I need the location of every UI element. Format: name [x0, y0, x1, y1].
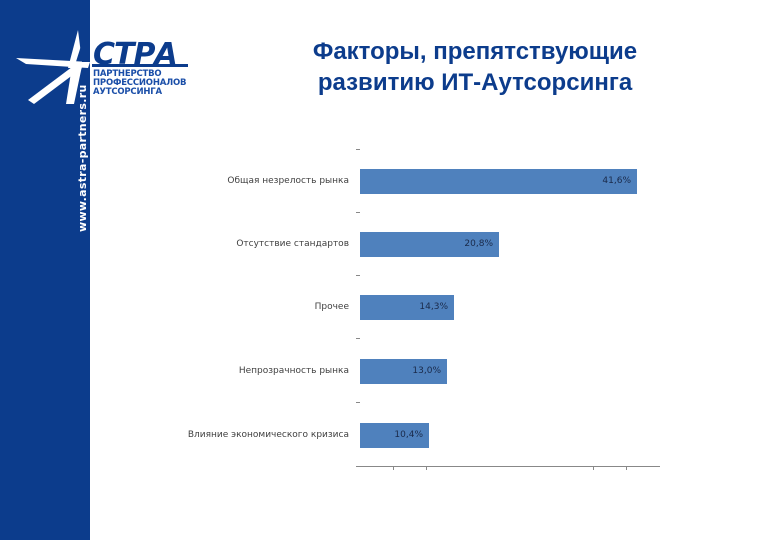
bar-value-label: 13,0% [412, 366, 441, 376]
bar: 41,6% [360, 169, 637, 194]
category-label: Влияние экономического кризиса [187, 430, 349, 440]
bar: 13,0% [360, 359, 447, 384]
x-tick [626, 466, 627, 470]
tagline-line: ПАРТНЕРСТВО [93, 69, 162, 79]
x-tick [393, 466, 394, 470]
astra-star-logo-icon [16, 30, 90, 104]
tagline-line: АУТСОРСИНГА [93, 87, 162, 97]
x-axis [356, 466, 660, 467]
title-line-1: Факторы, препятствующие [312, 38, 638, 65]
brand-underline [92, 64, 188, 67]
bar-value-label: 41,6% [602, 176, 631, 186]
x-tick [426, 466, 427, 470]
bar-value-label: 10,4% [394, 430, 423, 440]
bar: 20,8% [360, 232, 499, 257]
bar-value-label: 20,8% [464, 239, 493, 249]
tagline-line: ПРОФЕССИОНАЛОВ [93, 78, 187, 88]
page-title: Факторы, препятствующие развитию ИТ-Аутс… [240, 36, 710, 98]
bar-value-label: 14,3% [419, 302, 448, 312]
category-label: Непрозрачность рынка [238, 366, 349, 376]
y-tick [356, 275, 360, 276]
title-line-2: развитию ИТ-Аутсорсинга [317, 69, 633, 96]
category-label: Отсутствие стандартов [236, 239, 349, 249]
y-tick [356, 149, 360, 150]
bar: 14,3% [360, 295, 454, 320]
category-label: Прочее [314, 302, 349, 312]
bar: 10,4% [360, 423, 429, 448]
y-tick [356, 338, 360, 339]
y-tick [356, 402, 360, 403]
category-label: Общая незрелость рынка [227, 176, 349, 186]
x-tick [593, 466, 594, 470]
brand-tagline: ПАРТНЕРСТВО ПРОФЕССИОНАЛОВ АУТСОРСИНГА [93, 70, 186, 97]
y-tick [356, 212, 360, 213]
